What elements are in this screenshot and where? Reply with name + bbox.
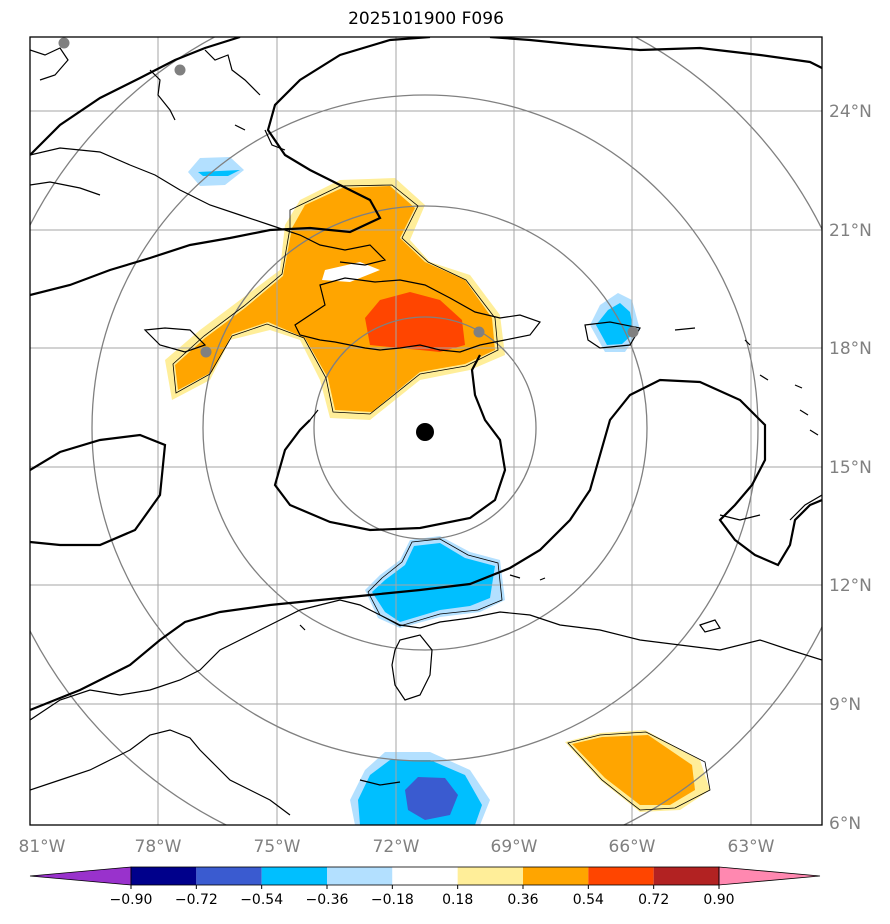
colorbar-swatch [196,867,262,885]
lat-tick-18n: 18°N [829,339,872,359]
lat-tick-24n: 24°N [829,102,872,122]
range-rings [30,37,822,825]
negative-anomaly-bahamas [188,157,244,186]
colorbar-swatch [392,867,458,885]
lon-tick-75w: 75°W [254,837,301,857]
colorbar-tick-label: 0.54 [573,892,604,908]
colorbar-swatch [588,867,654,885]
height-contours [30,37,822,712]
lon-tick-66w: 66°W [609,837,656,857]
lon-tick-78w: 78°W [135,837,182,857]
colorbar-swatch [653,867,719,885]
colorbar-tick-label: 0.72 [638,892,669,908]
lon-tick-69w: 69°W [491,837,538,857]
anomaly-shading [165,157,710,825]
colorbar-tick-label: 0.36 [507,892,538,908]
marker-san-juan [627,326,639,338]
lat-tick-21n: 21°N [829,221,872,241]
map-frame [29,36,823,826]
colorbar-extend-low [29,866,132,886]
marker-kingston [200,346,212,358]
colorbar-tick-label: 0.90 [703,892,734,908]
colorbar-tick-label: −0.18 [371,892,414,908]
location-markers [58,37,639,358]
lat-lon-gridlines [30,37,822,825]
lon-tick-63w: 63°W [728,837,775,857]
colorbar-swatch [457,867,523,885]
colorbar-swatch [327,867,393,885]
positive-anomaly-hispaniola [165,178,505,420]
colorbar-tick-label: −0.72 [175,892,218,908]
marker-nassau [174,64,186,76]
colorbar: −0.90 −0.72 −0.54 −0.36 −0.18 0.18 0.36 0.54 0.7… [29,866,821,908]
lat-tick-6n: 6°N [829,814,861,834]
lat-tick-15n: 15°N [829,458,872,478]
longitude-labels: 81°W 78°W 75°W 72°W 69°W 66°W 63°W [19,837,775,857]
colorbar-swatch [131,867,197,885]
negative-anomaly-venezuela [365,536,505,628]
lon-tick-72w: 72°W [373,837,420,857]
colorbar-swatch [261,867,327,885]
colorbar-swatch [523,867,589,885]
lon-tick-81w: 81°W [19,837,66,857]
colorbar-tick-label: −0.54 [240,892,283,908]
colorbar-tick-label: −0.90 [110,892,153,908]
colorbar-tick-label: 0.18 [442,892,473,908]
latitude-labels: 24°N 21°N 18°N 15°N 12°N 9°N 6°N [829,102,872,834]
colorbar-tick-label: −0.36 [306,892,349,908]
storm-center-marker [416,423,434,441]
negative-anomaly-southamerica [350,752,490,825]
coastlines [30,47,822,816]
colorbar-frame [130,866,720,886]
plot-title: 2025101900 F096 [348,9,504,29]
marker-northwest [58,37,70,49]
marker-santo-domingo [473,326,485,338]
lat-tick-9n: 9°N [829,695,861,715]
positive-anomaly-southeast [565,730,710,812]
anomaly-contours [172,184,711,811]
lat-tick-12n: 12°N [829,576,872,596]
colorbar-extend-high [718,866,821,886]
